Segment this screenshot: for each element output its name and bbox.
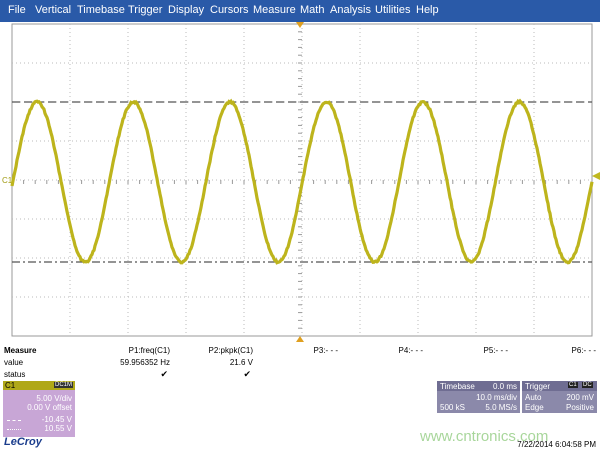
- menu-item[interactable]: Analysis: [330, 4, 371, 16]
- row-label: status: [4, 370, 25, 379]
- channel-name: C1: [5, 381, 15, 390]
- menu-item[interactable]: Trigger: [128, 4, 162, 16]
- menu-item[interactable]: Cursors: [210, 4, 249, 16]
- measure-status: ✔: [160, 369, 168, 380]
- trigger-coupling: DC: [582, 382, 593, 388]
- timebase-per-div: 10.0 ms/div: [476, 393, 517, 402]
- measure-name: P1:freq(C1): [129, 346, 170, 355]
- timebase-rate: 5.0 MS/s: [485, 403, 517, 412]
- timestamp: 7/22/2014 6:04:58 PM: [517, 440, 596, 449]
- measure-name: P5:- - -: [484, 346, 508, 355]
- measure-value: 59.956352 Hz: [120, 358, 170, 367]
- timebase-panel[interactable]: Timebase 0.0 ms 10.0 ms/div 500 kS 5.0 M…: [437, 381, 520, 413]
- menu-item[interactable]: Math: [300, 4, 324, 16]
- trigger-slope: Positive: [566, 403, 594, 412]
- measure-label: Measure: [4, 346, 36, 355]
- scope-screen: C1: [0, 22, 600, 344]
- trigger-level: 200 mV: [566, 393, 594, 402]
- channel-panel[interactable]: C1 DC1M 5.00 V/div 0.00 V offset -10.45 …: [3, 381, 75, 437]
- channel-coupling: DC1M: [54, 382, 73, 388]
- menu-item[interactable]: Measure: [253, 4, 296, 16]
- cursor-value: -10.45 V: [42, 415, 72, 424]
- menu-item[interactable]: Timebase: [77, 4, 125, 16]
- measure-value: 21.6 V: [230, 358, 253, 367]
- timebase-samples: 500 kS: [440, 403, 465, 412]
- trigger-mode: Auto: [525, 393, 541, 402]
- timebase-title: Timebase: [440, 382, 475, 391]
- brand-logo: LeCroy: [4, 436, 42, 448]
- measure-name: P4:- - -: [399, 346, 423, 355]
- row-label: value: [4, 358, 23, 367]
- timebase-delay: 0.0 ms: [493, 382, 517, 391]
- measure-name: P6:- - -: [572, 346, 596, 355]
- trigger-time-marker: [296, 336, 304, 342]
- cursor-value: 10.55 V: [44, 424, 72, 433]
- trigger-level-marker: [592, 172, 600, 180]
- trigger-channel: C1: [568, 382, 578, 388]
- measure-status: ✔: [243, 369, 251, 380]
- menu-item[interactable]: Vertical: [35, 4, 71, 16]
- menu-bar: File Vertical Timebase Trigger Display Cursor…: [0, 0, 600, 22]
- trigger-type: Edge: [525, 403, 544, 412]
- trigger-title: Trigger: [525, 382, 550, 391]
- trigger-panel[interactable]: Trigger C1 DC Auto 200 mV Edge Positive: [522, 381, 597, 413]
- channel-scale: 5.00 V/div: [36, 394, 72, 403]
- menu-item[interactable]: Help: [416, 4, 439, 16]
- menu-item[interactable]: Display: [168, 4, 204, 16]
- measure-name: P2:pkpk(C1): [209, 346, 253, 355]
- menu-item[interactable]: File: [8, 4, 26, 16]
- channel-offset: 0.00 V offset: [27, 403, 72, 412]
- measure-name: P3:- - -: [314, 346, 338, 355]
- menu-item[interactable]: Utilities: [375, 4, 410, 16]
